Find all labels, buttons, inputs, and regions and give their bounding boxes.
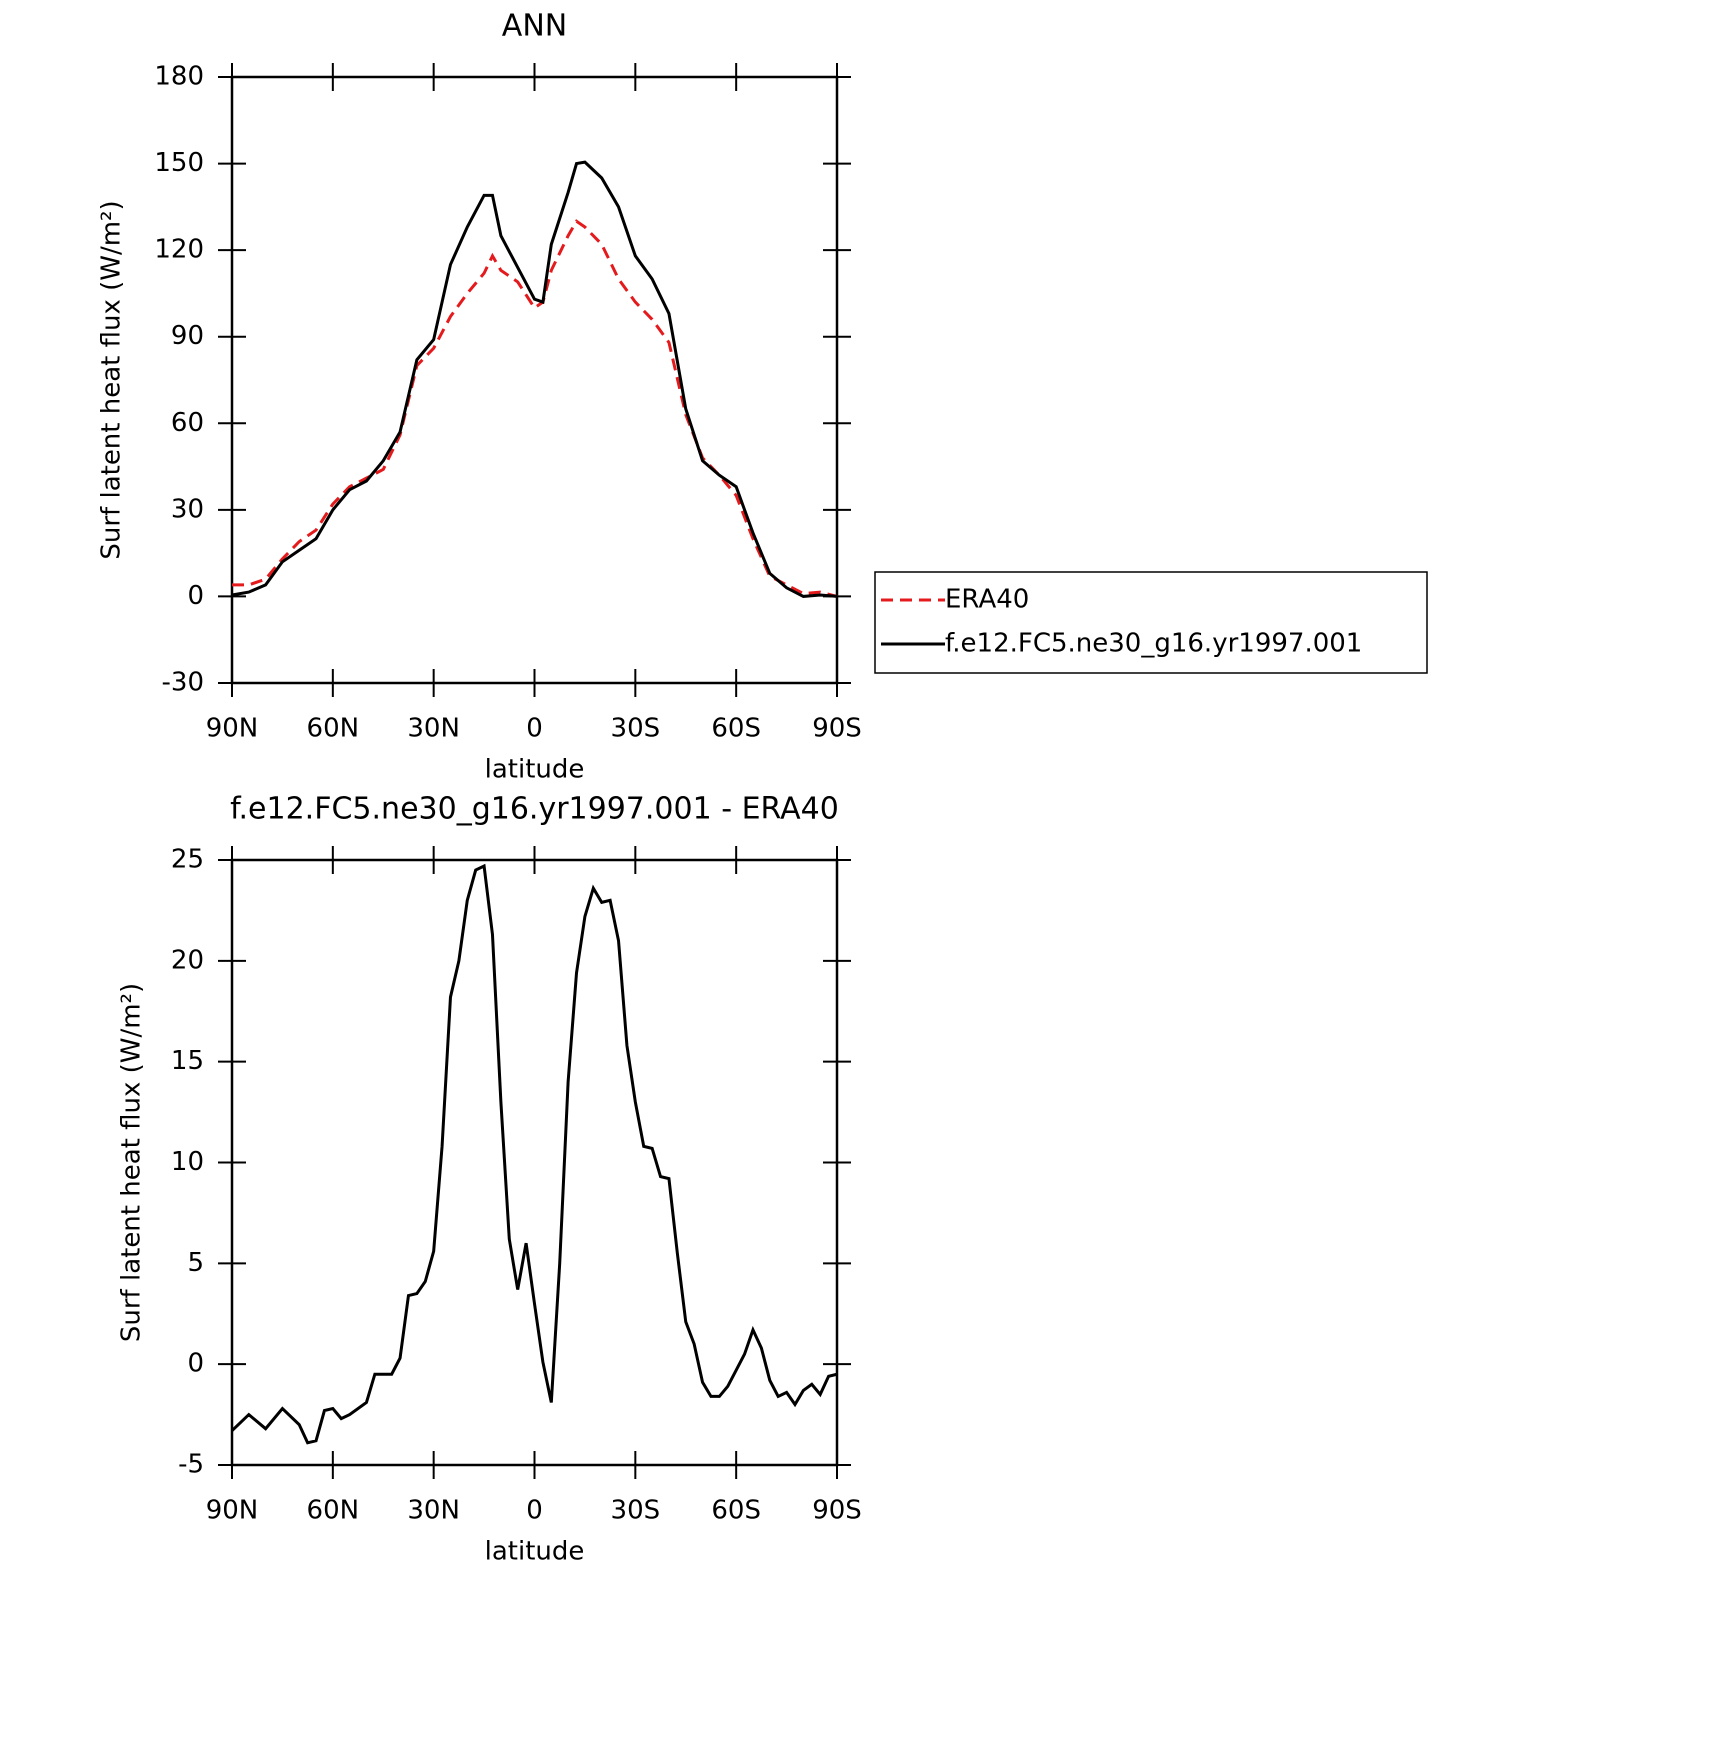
x-tick-label: 30N bbox=[407, 1496, 460, 1526]
data-line bbox=[232, 866, 837, 1443]
x-tick-label: 30S bbox=[611, 1496, 661, 1526]
x-tick-label: 90N bbox=[206, 714, 259, 744]
x-tick-label: 30S bbox=[611, 714, 661, 744]
legend-label: ERA40 bbox=[945, 585, 1029, 615]
plot-frame bbox=[232, 860, 837, 1465]
x-tick-label: 30N bbox=[407, 714, 460, 744]
y-tick-label: 0 bbox=[187, 1349, 204, 1379]
y-tick-label: 5 bbox=[187, 1248, 204, 1278]
y-tick-label: 20 bbox=[171, 945, 204, 975]
y-tick-label: 150 bbox=[154, 148, 204, 178]
y-tick-label: 180 bbox=[154, 62, 204, 92]
y-tick-label: 25 bbox=[171, 845, 204, 875]
y-axis-label: Surf latent heat flux (W/m²) bbox=[97, 200, 127, 559]
legend-label: f.e12.FC5.ne30_g16.yr1997.001 bbox=[945, 629, 1362, 659]
y-axis-label: Surf latent heat flux (W/m²) bbox=[117, 983, 147, 1342]
x-axis-label: latitude bbox=[485, 755, 585, 785]
x-tick-label: 60S bbox=[711, 714, 761, 744]
data-line bbox=[232, 221, 837, 596]
x-axis-label: latitude bbox=[485, 1537, 585, 1567]
x-tick-label: 60N bbox=[307, 714, 360, 744]
y-tick-label: -30 bbox=[162, 668, 204, 698]
chart-title: f.e12.FC5.ne30_g16.yr1997.001 - ERA40 bbox=[230, 792, 839, 827]
y-tick-label: 0 bbox=[187, 581, 204, 611]
data-line bbox=[232, 162, 837, 596]
x-tick-label: 90S bbox=[812, 714, 862, 744]
y-tick-label: 120 bbox=[154, 235, 204, 265]
page: ANN-30030609012015018090N60N30N030S60S90… bbox=[0, 0, 1710, 1762]
chart-title: ANN bbox=[502, 9, 567, 44]
x-tick-label: 0 bbox=[526, 1496, 543, 1526]
y-tick-label: 60 bbox=[171, 408, 204, 438]
y-tick-label: 30 bbox=[171, 494, 204, 524]
plot-frame bbox=[232, 77, 837, 683]
x-tick-label: 0 bbox=[526, 714, 543, 744]
y-tick-label: 10 bbox=[171, 1147, 204, 1177]
y-tick-label: 15 bbox=[171, 1046, 204, 1076]
x-tick-label: 90S bbox=[812, 1496, 862, 1526]
x-tick-label: 90N bbox=[206, 1496, 259, 1526]
y-tick-label: -5 bbox=[178, 1450, 204, 1480]
x-tick-label: 60N bbox=[307, 1496, 360, 1526]
y-tick-label: 90 bbox=[171, 321, 204, 351]
x-tick-label: 60S bbox=[711, 1496, 761, 1526]
